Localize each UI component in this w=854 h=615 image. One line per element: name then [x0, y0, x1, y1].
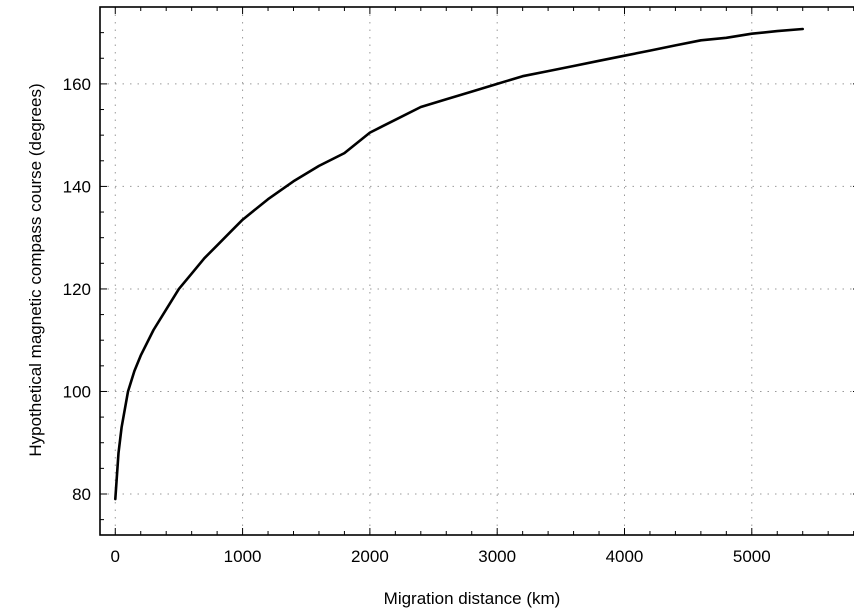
y-tick-label: 160 [63, 75, 91, 94]
x-tick-label: 1000 [224, 547, 262, 566]
series-line [114, 27, 804, 501]
tick-layer [100, 6, 854, 535]
y-tick-label: 80 [72, 485, 91, 504]
y-tick-label: 140 [63, 177, 91, 196]
plot-frame [99, 6, 854, 536]
grid-layer [100, 7, 854, 535]
y-axis-title: Hypothetical magnetic compass course (de… [26, 83, 45, 456]
y-tick-label: 100 [63, 382, 91, 401]
x-tick-label: 0 [111, 547, 120, 566]
x-tick-label: 4000 [606, 547, 644, 566]
x-axis-title: Migration distance (km) [384, 589, 561, 608]
y-tick-label: 120 [63, 280, 91, 299]
x-tick-label: 2000 [351, 547, 389, 566]
x-tick-label: 3000 [478, 547, 516, 566]
x-tick-label: 5000 [733, 547, 771, 566]
tick-label-layer: 0 1000 2000 3000 4000 5000 80 100 120 140 160 [63, 75, 771, 566]
